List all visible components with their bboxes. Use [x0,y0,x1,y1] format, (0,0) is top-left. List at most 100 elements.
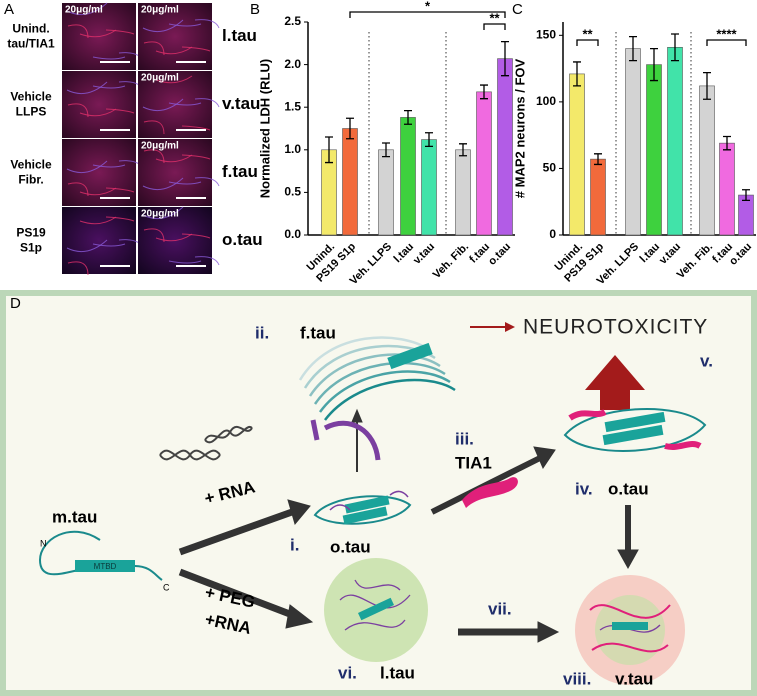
terminus-label: N [40,538,47,548]
bar [646,64,662,236]
x-tick-label: v.tau [411,241,437,267]
y-tick-label: 50 [543,161,557,175]
x-tick-label: o.tau [486,241,513,268]
bar [738,194,754,236]
row-label: Vehicle [10,158,52,172]
neurite [194,177,220,187]
treatment-label: v.tau [222,94,260,113]
significance-bracket [349,11,506,18]
neurite [66,81,108,95]
micrograph [62,207,136,274]
neurite [66,160,108,174]
bar [590,158,606,236]
neurite [79,29,117,38]
concentration-label: 20μg/ml [141,209,179,220]
neurite [181,233,211,239]
droplet-contents [589,604,671,653]
step-label: viii. [563,669,591,688]
monomer-chain [134,565,163,581]
neurite [79,108,117,117]
neurite [79,216,117,225]
error-bar [382,142,390,158]
neurite [105,29,135,35]
neurite [168,102,202,106]
bar [421,139,437,236]
bar [378,149,394,236]
neurite [194,256,220,266]
step-label: ii. [255,323,269,342]
treatment-label: o.tau [222,230,263,249]
species-label: f.tau [300,323,336,342]
species-label: v.tau [615,669,653,688]
neurite [194,19,220,29]
neurite [105,108,135,114]
bar [497,58,513,236]
error-bar [346,117,354,140]
y-axis-label: # MAP2 neurons / FOV [512,58,527,198]
oligomer-illustration [313,490,412,525]
arrows [178,408,639,643]
step-label: i. [290,535,299,554]
significance-label: ** [582,26,593,41]
error-bar [742,189,750,202]
micrograph [62,139,136,206]
neurite [168,23,202,27]
panel-letter: D [10,295,21,312]
neurite [66,2,108,16]
species-label: o.tau [330,537,371,556]
neurite [142,19,184,33]
error-bar [629,35,637,62]
neurite [66,239,108,253]
error-bar [594,153,602,166]
species-label: l.tau [380,663,415,682]
y-tick-label: 0 [549,227,556,241]
neurite [67,261,89,276]
step-label: v. [700,351,713,370]
error-bar [459,143,467,157]
error-bar [703,71,711,100]
error-bar [404,109,412,125]
neurite [181,154,211,160]
significance-label: **** [716,26,737,41]
y-tick-label: 1.5 [284,99,301,113]
step-label: iv. [575,479,593,498]
concentration-label: 20μg/ml [141,73,179,84]
neurite [194,98,220,108]
error-bar [325,136,333,164]
row-label: LLPS [16,105,47,119]
bar [400,117,416,236]
bar [625,48,641,236]
neurite [143,228,165,243]
neurite [143,41,165,56]
error-bar [671,33,679,62]
tia1-icon [462,477,518,508]
micrographs [62,2,220,276]
error-bar [501,40,509,77]
panel-letter: B [250,1,260,18]
neurite [92,243,126,247]
x-tick-label: l.tau [392,241,416,265]
treatment-label: l.tau [222,26,257,45]
big-arrow [585,355,645,410]
neurite [155,75,193,84]
y-tick-label: 2.0 [284,57,301,71]
neurite [143,120,165,135]
significance-bracket [483,23,506,30]
x-tick-label: Veh. Fib. [675,241,715,281]
neurite [168,260,202,264]
step-label: iii. [455,429,474,448]
oligomer-tia1-illustration [563,408,707,452]
arrow-head [505,322,515,332]
neurite [105,187,135,193]
bar [342,128,358,236]
micrograph [138,3,212,70]
neurite [181,46,211,52]
y-tick-label: 0.0 [284,227,301,241]
panel-letter: A [4,1,14,18]
neurite [168,181,202,185]
neurite [181,125,211,131]
neurite [67,182,89,197]
error-bar [425,132,433,148]
neurite [143,149,165,164]
